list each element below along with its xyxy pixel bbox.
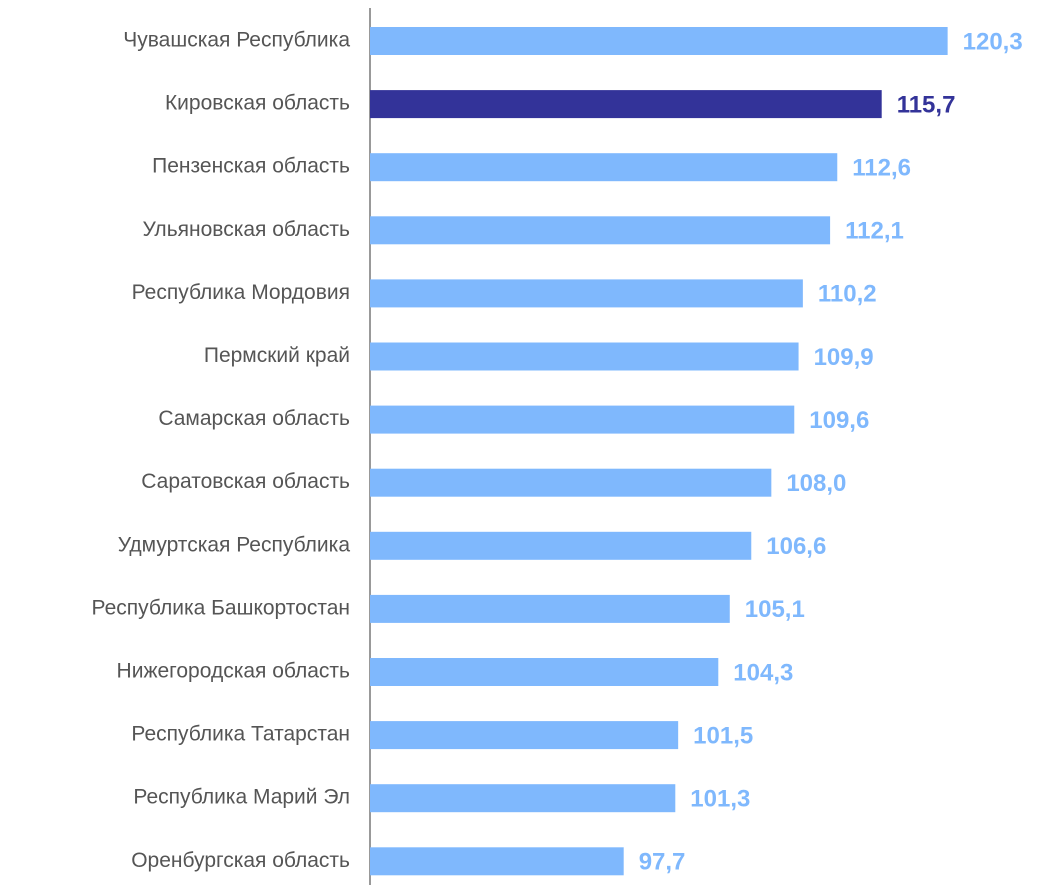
bar <box>370 594 730 623</box>
value-label: 109,6 <box>809 407 869 434</box>
value-label: 109,9 <box>814 344 874 371</box>
y-tick-label: Республика Марий Эл <box>133 786 350 809</box>
y-tick-label: Республика Башкортостан <box>92 596 350 619</box>
value-label: 105,1 <box>745 596 805 623</box>
bar <box>370 847 624 876</box>
value-label: 108,0 <box>786 470 846 497</box>
y-tick-label: Пензенская область <box>152 155 350 178</box>
bar <box>370 342 799 371</box>
bar <box>370 279 803 308</box>
value-label: 112,1 <box>845 218 904 245</box>
bar <box>370 27 948 55</box>
value-label: 97,7 <box>639 849 686 876</box>
y-tick-label: Оренбургская область <box>131 849 350 872</box>
value-label: 110,2 <box>818 281 877 308</box>
y-tick-label: Саратовская область <box>141 470 350 493</box>
bar <box>370 658 719 686</box>
y-tick-label: Чувашская Республика <box>123 29 350 52</box>
y-tick-label: Пермский край <box>204 344 350 367</box>
y-tick-label: Нижегородская область <box>117 660 350 683</box>
bar <box>370 216 831 245</box>
y-tick-label: Удмуртская Республика <box>118 533 351 556</box>
y-tick-label: Ульяновская область <box>143 218 351 241</box>
bar <box>370 721 679 750</box>
bar <box>370 784 676 813</box>
bar <box>370 531 752 560</box>
value-label: 104,3 <box>733 659 793 686</box>
bar <box>370 153 838 182</box>
y-tick-label: Республика Татарстан <box>131 723 350 746</box>
bar <box>370 468 772 497</box>
bar <box>370 90 882 119</box>
y-tick-label: Самарская область <box>158 407 350 430</box>
value-label: 112,6 <box>852 155 911 182</box>
y-tick-label: Кировская область <box>165 92 350 115</box>
value-label: 101,5 <box>693 722 753 749</box>
value-label: 120,3 <box>963 28 1023 55</box>
value-label: 106,6 <box>766 533 826 560</box>
value-label: 101,3 <box>690 786 750 813</box>
bar <box>370 405 795 434</box>
value-label: 115,7 <box>897 91 956 118</box>
y-tick-label: Республика Мордовия <box>132 281 350 304</box>
